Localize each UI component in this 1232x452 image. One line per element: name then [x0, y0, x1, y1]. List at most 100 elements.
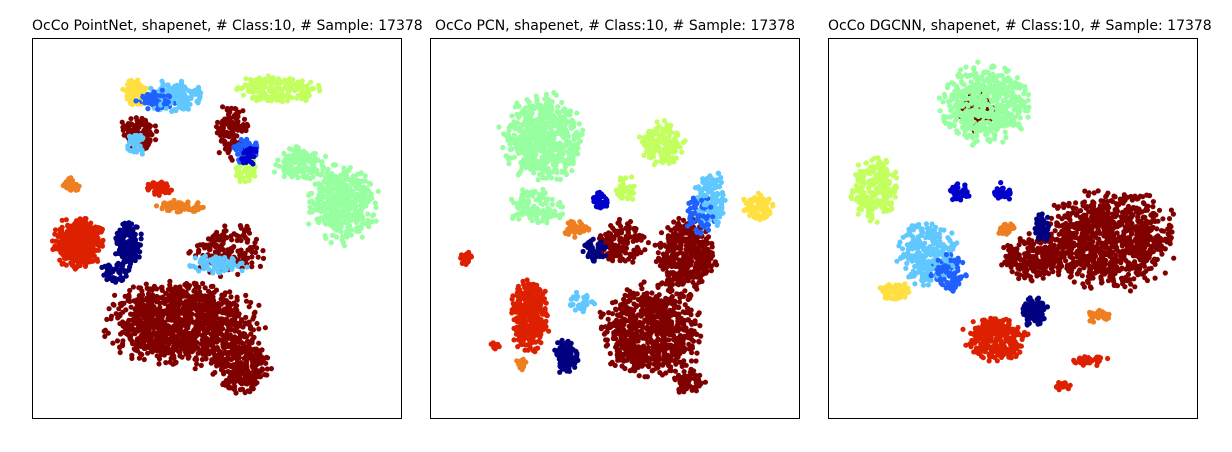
scatter-point: [181, 106, 187, 112]
scatter-point: [70, 254, 76, 260]
scatter-point: [697, 323, 703, 329]
scatter-point: [354, 220, 360, 226]
scatter-point: [112, 275, 118, 281]
scatter-point: [210, 256, 217, 262]
scatter-point: [340, 233, 346, 240]
scatter-point: [156, 331, 162, 337]
scatter-point: [599, 324, 605, 330]
scatter-point: [235, 271, 241, 277]
scatter-point: [152, 298, 159, 304]
scatter-point: [332, 173, 338, 179]
scatter-point: [139, 288, 145, 294]
scatter-point: [108, 270, 114, 276]
scatter-point: [160, 294, 166, 300]
scatter-point: [258, 347, 264, 354]
scatter-point: [235, 365, 241, 371]
scatter-point: [205, 236, 212, 242]
scatter-point: [232, 106, 238, 112]
scatter-point: [606, 310, 612, 316]
scatter-point: [354, 177, 360, 183]
scatter-point: [328, 240, 334, 246]
scatter-point: [200, 242, 206, 248]
scatter-point: [682, 288, 688, 294]
scatter-point: [285, 164, 291, 170]
scatter-point: [148, 85, 154, 91]
scatter-point: [182, 329, 188, 335]
scatter-point: [199, 337, 205, 343]
scatter-point: [317, 88, 323, 94]
scatter-point: [310, 151, 317, 157]
scatter-point: [114, 338, 121, 344]
scatter-point: [212, 369, 218, 376]
scatter-point: [331, 217, 338, 223]
scatter-point: [632, 225, 638, 232]
scatter-point: [354, 225, 360, 231]
scatter-point: [676, 215, 682, 222]
scatter-point: [322, 153, 329, 159]
scatter-point: [237, 260, 244, 267]
scatter-point: [345, 167, 352, 174]
scatter-point: [316, 219, 322, 226]
scatter-point: [205, 339, 211, 345]
scatter-point: [160, 340, 166, 346]
scatter-point: [340, 188, 346, 195]
scatter-point: [130, 284, 136, 290]
scatter-point: [120, 236, 126, 242]
scatter-point: [146, 327, 152, 333]
scatter-point: [49, 238, 56, 244]
scatter-point: [177, 208, 183, 214]
scatter-point: [145, 307, 151, 313]
scatter-point: [232, 328, 238, 334]
scatter-point: [603, 343, 609, 349]
scatter-point: [122, 326, 128, 332]
scatter-point: [221, 350, 227, 356]
scatter-point: [185, 293, 191, 299]
scatter-point: [175, 311, 181, 317]
scatter-point: [346, 196, 352, 202]
scatter-point: [133, 346, 139, 352]
scatter-point: [245, 150, 251, 156]
scatter-point: [200, 255, 206, 261]
scatter-point: [314, 171, 321, 177]
scatter-point: [364, 185, 370, 191]
scatter-point: [134, 245, 140, 251]
scatter-point: [233, 111, 239, 117]
scatter-point: [108, 266, 115, 272]
scatter-point: [229, 322, 235, 328]
scatter-point: [204, 347, 210, 353]
scatter-point: [129, 247, 135, 253]
scatter-point: [233, 165, 239, 171]
scatter-point: [264, 366, 270, 372]
scatter-point: [198, 297, 204, 303]
scatter-point: [362, 191, 368, 197]
scatter-point: [133, 79, 139, 85]
scatter-point: [128, 101, 134, 107]
scatter-point: [372, 200, 378, 206]
scatter-point: [59, 217, 65, 223]
scatter-point: [212, 358, 218, 365]
scatter-point: [148, 319, 154, 325]
scatter-point: [119, 119, 125, 125]
plot-area: [32, 38, 402, 419]
scatter-point: [696, 310, 702, 316]
scatter-point: [336, 215, 342, 222]
scatter-point: [348, 232, 354, 238]
scatter-point: [140, 94, 146, 100]
scatter-point: [131, 231, 137, 237]
scatter-point: [212, 318, 218, 324]
scatter-point: [211, 266, 217, 272]
scatter-point: [130, 327, 136, 333]
scatter-point: [375, 188, 381, 194]
scatter-point: [217, 351, 223, 357]
scatter-point: [258, 367, 264, 373]
scatter-point: [192, 334, 198, 340]
scatter-point: [221, 345, 227, 351]
scatter-point: [301, 161, 307, 167]
scatter-point: [365, 211, 371, 217]
scatter-point: [236, 335, 242, 341]
scatter-point: [102, 333, 108, 339]
scatter-point: [235, 248, 241, 254]
scatter-point: [136, 254, 142, 260]
scatter-point: [670, 307, 676, 313]
scatter-point: [173, 108, 179, 114]
